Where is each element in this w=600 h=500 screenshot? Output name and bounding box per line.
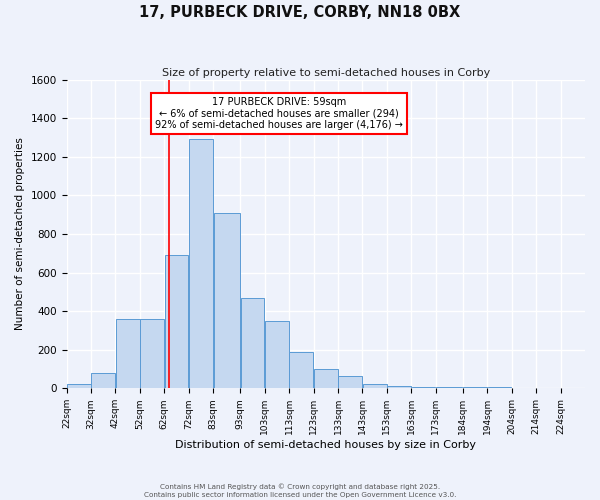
Text: 17 PURBECK DRIVE: 59sqm
← 6% of semi-detached houses are smaller (294)
92% of se: 17 PURBECK DRIVE: 59sqm ← 6% of semi-det… — [155, 96, 403, 130]
Bar — [314, 369, 338, 388]
Bar — [289, 352, 313, 389]
Bar — [363, 384, 386, 388]
X-axis label: Distribution of semi-detached houses by size in Corby: Distribution of semi-detached houses by … — [175, 440, 476, 450]
Bar — [116, 319, 140, 388]
Y-axis label: Number of semi-detached properties: Number of semi-detached properties — [15, 138, 25, 330]
Bar — [241, 298, 264, 388]
Bar — [265, 321, 289, 388]
Bar — [67, 384, 91, 388]
Title: Size of property relative to semi-detached houses in Corby: Size of property relative to semi-detach… — [161, 68, 490, 78]
Text: Contains HM Land Registry data © Crown copyright and database right 2025.
Contai: Contains HM Land Registry data © Crown c… — [144, 484, 456, 498]
Bar — [189, 140, 213, 388]
Bar — [387, 386, 411, 388]
Bar — [165, 255, 188, 388]
Bar — [338, 376, 362, 388]
Bar — [91, 373, 115, 388]
Text: 17, PURBECK DRIVE, CORBY, NN18 0BX: 17, PURBECK DRIVE, CORBY, NN18 0BX — [139, 5, 461, 20]
Bar — [140, 319, 164, 388]
Bar — [214, 213, 240, 388]
